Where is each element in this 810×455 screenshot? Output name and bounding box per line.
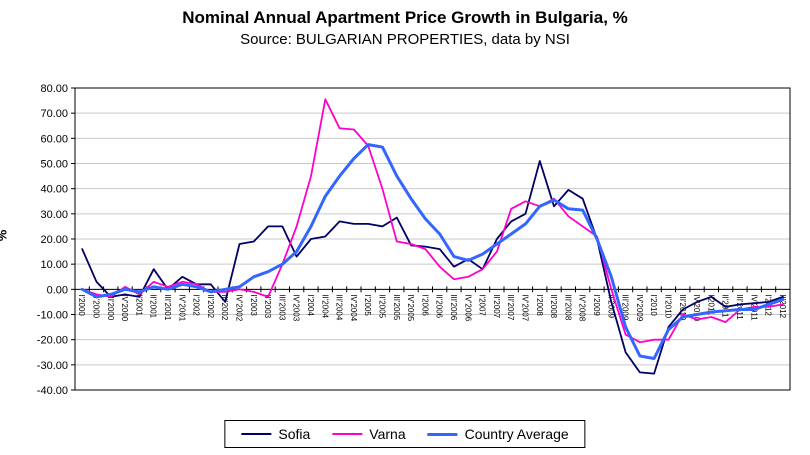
svg-text:III'2007: III'2007: [506, 294, 515, 321]
svg-text:III'2002: III'2002: [220, 294, 229, 321]
svg-text:IV'2000: IV'2000: [120, 294, 129, 321]
svg-text:III'2001: III'2001: [163, 294, 172, 321]
svg-text:IV'2009: IV'2009: [635, 294, 644, 321]
svg-text:30.00: 30.00: [40, 209, 68, 221]
svg-text:60.00: 60.00: [40, 133, 68, 145]
svg-text:I'2003: I'2003: [249, 294, 258, 316]
svg-text:40.00: 40.00: [40, 184, 68, 196]
svg-text:I'2006: I'2006: [420, 294, 429, 316]
svg-text:I'2004: I'2004: [306, 294, 315, 316]
svg-text:II'2010: II'2010: [663, 294, 672, 318]
svg-text:-10.00: -10.00: [37, 310, 68, 322]
svg-text:II'2002: II'2002: [206, 294, 215, 318]
legend-line-swatch: [241, 433, 272, 435]
svg-text:70.00: 70.00: [40, 108, 68, 120]
chart-subtitle: Source: BULGARIAN PROPERTIES, data by NS…: [240, 31, 570, 48]
svg-text:II'2007: II'2007: [492, 294, 501, 318]
svg-text:-20.00: -20.00: [37, 335, 68, 347]
svg-text:50.00: 50.00: [40, 159, 68, 171]
svg-text:I'2009: I'2009: [592, 294, 601, 316]
svg-text:I'2010: I'2010: [649, 294, 658, 316]
svg-text:I'2000: I'2000: [77, 294, 86, 316]
svg-text:III'2000: III'2000: [106, 294, 115, 321]
svg-text:I'2002: I'2002: [192, 294, 201, 316]
svg-text:IV'2005: IV'2005: [406, 294, 415, 321]
legend-label: Varna: [369, 426, 406, 442]
svg-text:II'2001: II'2001: [149, 294, 158, 318]
svg-text:III'2003: III'2003: [277, 294, 286, 321]
svg-text:10.00: 10.00: [40, 259, 68, 271]
svg-text:III'2008: III'2008: [563, 294, 572, 321]
legend-item: Sofia: [241, 426, 310, 442]
legend-item: Country Average: [427, 426, 569, 442]
chart-legend: Sofia Varna Country Average: [224, 420, 586, 448]
svg-text:IV'2010: IV'2010: [692, 294, 701, 321]
svg-text:III'2005: III'2005: [392, 294, 401, 321]
svg-text:I'2007: I'2007: [478, 294, 487, 316]
svg-text:III'2011: III'2011: [735, 294, 744, 320]
svg-text:II'2000: II'2000: [91, 294, 100, 318]
svg-text:80.00: 80.00: [40, 83, 68, 95]
svg-text:II'2004: II'2004: [320, 294, 329, 318]
svg-text:I'2008: I'2008: [535, 294, 544, 316]
svg-text:IV'2001: IV'2001: [177, 294, 186, 321]
legend-line-swatch: [427, 432, 458, 436]
svg-text:I'2011: I'2011: [706, 294, 715, 316]
legend-label: Country Average: [464, 426, 569, 442]
svg-text:20.00: 20.00: [40, 234, 68, 246]
svg-text:IV'2008: IV'2008: [578, 294, 587, 321]
legend-label: Sofia: [278, 426, 311, 442]
svg-text:-40.00: -40.00: [37, 385, 68, 397]
svg-text:III'2004: III'2004: [335, 294, 344, 321]
chart-title: Nominal Annual Apartment Price Growth in…: [182, 8, 628, 27]
svg-text:III'2009: III'2009: [621, 294, 630, 321]
svg-text:II'2006: II'2006: [435, 294, 444, 318]
svg-text:I'2005: I'2005: [363, 294, 372, 316]
svg-text:II'2008: II'2008: [549, 294, 558, 318]
svg-text:IV'2004: IV'2004: [349, 294, 358, 321]
svg-text:-30.00: -30.00: [37, 360, 68, 372]
svg-text:I'2001: I'2001: [134, 294, 143, 316]
legend-item: Varna: [332, 426, 406, 442]
svg-text:IV'2007: IV'2007: [520, 294, 529, 321]
svg-text:IV'2006: IV'2006: [463, 294, 472, 321]
svg-text:II'2009: II'2009: [606, 294, 615, 318]
svg-text:III'2006: III'2006: [449, 294, 458, 321]
svg-text:0.00: 0.00: [47, 284, 68, 296]
svg-text:IV'2003: IV'2003: [292, 294, 301, 321]
svg-text:II'2012: II'2012: [778, 294, 787, 318]
svg-text:III'2010: III'2010: [678, 294, 687, 321]
legend-line-swatch: [332, 433, 363, 435]
svg-text:II'2003: II'2003: [263, 294, 272, 318]
svg-text:IV'2002: IV'2002: [234, 294, 243, 321]
svg-text:II'2005: II'2005: [377, 294, 386, 318]
